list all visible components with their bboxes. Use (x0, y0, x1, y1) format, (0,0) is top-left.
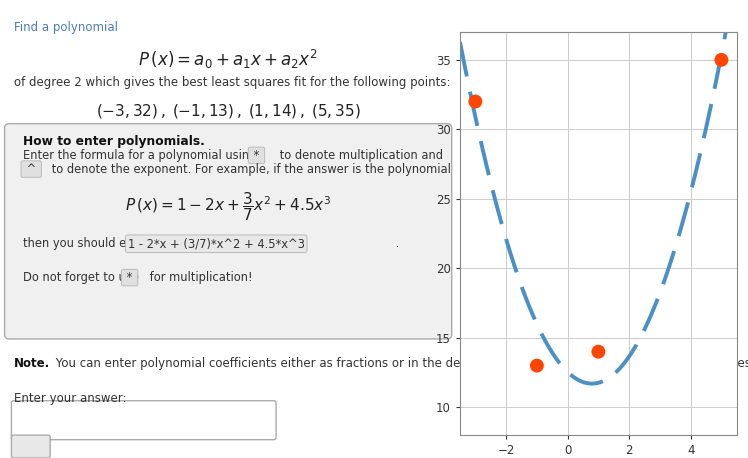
Text: Note.: Note. (13, 357, 50, 370)
Text: Find a polynomial: Find a polynomial (13, 21, 117, 33)
Point (470, 98, 482, 105)
Text: $P\,(x) = a_0 + a_1 x + a_2 x^2$: $P\,(x) = a_0 + a_1 x + a_2 x^2$ (138, 48, 318, 71)
Text: of degree 2 which gives the best least squares fit for the following points:: of degree 2 which gives the best least s… (13, 76, 450, 88)
Text: ^: ^ (22, 163, 40, 175)
Text: How to enter polynomials.: How to enter polynomials. (22, 135, 205, 148)
FancyBboxPatch shape (4, 124, 452, 339)
FancyBboxPatch shape (11, 401, 276, 440)
Text: *: * (250, 149, 263, 162)
Text: to denote the exponent. For example, if the answer is the polynomial: to denote the exponent. For example, if … (48, 163, 451, 175)
Point (592, 348, 604, 355)
Text: Do not forget to use: Do not forget to use (22, 271, 142, 284)
Text: Enter the formula for a polynomial using: Enter the formula for a polynomial using (22, 149, 260, 162)
Text: then you should enter: then you should enter (22, 237, 153, 250)
Text: $P\,(x) = 1 - 2x + \dfrac{3}{7}x^2 + 4.5x^3$: $P\,(x) = 1 - 2x + \dfrac{3}{7}x^2 + 4.5… (125, 190, 331, 223)
Text: Enter your answer:: Enter your answer: (13, 392, 126, 404)
Point (531, 362, 543, 369)
Text: You can enter polynomial coefficients either as fractions or in the decimal form: You can enter polynomial coefficients ei… (52, 357, 748, 370)
Text: *: * (123, 271, 136, 284)
Text: .: . (393, 237, 399, 250)
FancyBboxPatch shape (11, 435, 50, 458)
Text: $(-3,32)\,,\;(-1,13)\,,\;(1,14)\,,\;(5,35)$: $(-3,32)\,,\;(-1,13)\,,\;(1,14)\,,\;(5,3… (96, 102, 361, 120)
Text: for multiplication!: for multiplication! (146, 271, 253, 284)
Text: to denote multiplication and: to denote multiplication and (276, 149, 443, 162)
Text: 1 - 2*x + (3/7)*x^2 + 4.5*x^3: 1 - 2*x + (3/7)*x^2 + 4.5*x^3 (128, 237, 304, 250)
Point (715, 56, 727, 64)
